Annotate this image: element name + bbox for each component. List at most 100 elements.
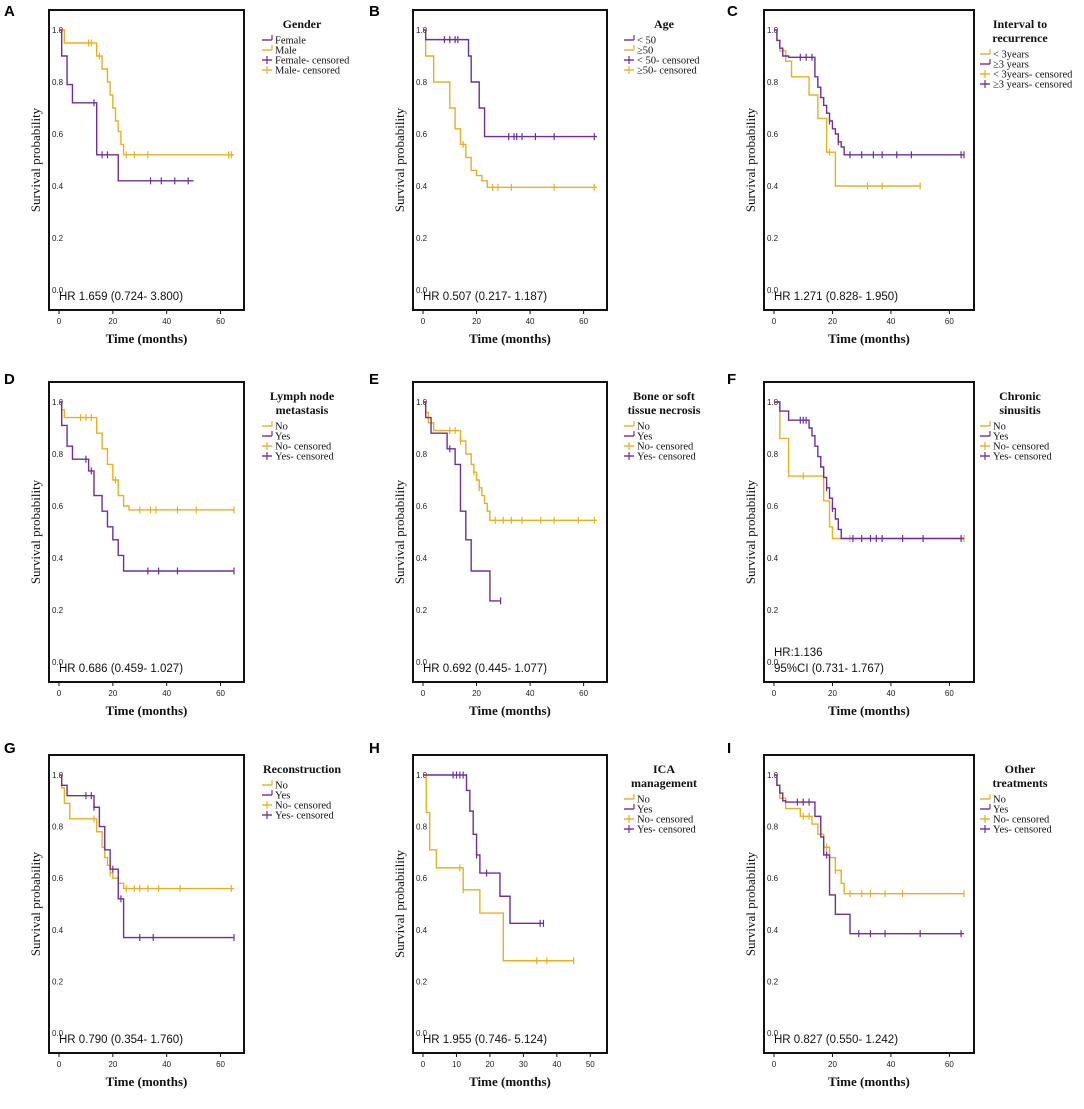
plot-frame: [412, 9, 608, 311]
y-tick-label: 0.8: [416, 78, 428, 87]
y-tick-label: 0.0: [416, 286, 428, 295]
legend-label: Yes: [993, 432, 1008, 443]
y-tick-label: 1.0: [52, 398, 64, 407]
y-tick-label: 0.2: [52, 606, 64, 615]
panel-h: H 0.0 0.2 0.4 0.6 0.8 1.0 0 10 20 30 40 50 Time (mont…: [369, 740, 697, 1089]
y-tick-label: 0.2: [52, 977, 64, 986]
hazard-ratio-text: HR 1.955 (0.746- 5.124): [423, 1034, 547, 1046]
legend-label: Female: [275, 36, 306, 47]
plot-frame: [412, 381, 608, 683]
x-tick-label: 0: [772, 1060, 777, 1069]
y-tick-label: 0.4: [416, 926, 428, 935]
y-tick-label: 0.0: [416, 658, 428, 667]
legend-label: No: [275, 781, 288, 792]
legend-label: < 3years- censored: [993, 70, 1073, 81]
y-axis-label: Survival probability: [392, 479, 407, 584]
x-tick-label: 20: [108, 1060, 117, 1069]
hazard-ratio-text: HR 0.507 (0.217- 1.187): [423, 291, 547, 303]
legend-title: metastasis: [276, 403, 329, 417]
y-tick-label: 0.0: [767, 286, 779, 295]
survival-curve-no: [774, 774, 964, 895]
x-tick-label: 40: [886, 689, 895, 698]
legend-title: Interval to: [993, 17, 1047, 31]
panel-letter: A: [4, 3, 15, 20]
survival-curve-no: [423, 401, 597, 521]
x-tick-label: 60: [945, 689, 954, 698]
y-tick-label: 0.2: [416, 606, 428, 615]
y-tick-label: 1.0: [416, 771, 428, 780]
x-axis-label: Time (months): [106, 1074, 188, 1089]
y-axis-label: Survival probability: [743, 479, 758, 584]
x-tick-label: 0: [421, 689, 426, 698]
y-tick-label: 0.2: [416, 234, 428, 243]
x-tick-label: 40: [162, 1060, 171, 1069]
survival-curve-yes: [423, 774, 544, 925]
legend-label: Male: [275, 46, 297, 57]
x-tick-label: 60: [579, 689, 588, 698]
hazard-ratio-text: HR:1.136: [774, 647, 823, 659]
y-tick-label: 0.4: [416, 554, 428, 563]
legend-label: No- censored: [993, 442, 1050, 453]
y-tick-label: 0.4: [52, 926, 64, 935]
x-axis-label: Time (months): [469, 331, 551, 346]
x-axis-label: Time (months): [828, 703, 910, 718]
y-tick-label: 0.6: [767, 874, 779, 883]
legend-title: recurrence: [992, 31, 1048, 45]
y-tick-label: 1.0: [767, 771, 779, 780]
x-tick-label: 40: [526, 317, 535, 326]
hazard-ratio-text: HR 0.827 (0.550- 1.242): [774, 1034, 898, 1046]
y-tick-label: 0.8: [52, 823, 64, 832]
survival-curve-50: [423, 29, 597, 138]
hazard-ratio-text: HR 1.271 (0.828- 1.950): [774, 291, 898, 303]
y-tick-label: 0.6: [52, 874, 64, 883]
panel-d: D 0.0 0.2 0.4 0.6 0.8 1.0 0 20 40 60 Time (months) S…: [4, 371, 335, 718]
plot-frame: [412, 754, 608, 1054]
panel-letter: B: [369, 3, 380, 20]
y-tick-label: 0.8: [767, 823, 779, 832]
y-axis-label: Survival probability: [743, 851, 758, 956]
survival-curve-female: [59, 29, 194, 182]
hazard-ratio-text: HR 0.790 (0.354- 1.760): [59, 1034, 183, 1046]
x-tick-label: 20: [828, 1060, 837, 1069]
x-tick-label: 40: [526, 689, 535, 698]
panel-letter: H: [369, 740, 380, 757]
legend-label: Yes- censored: [275, 811, 334, 822]
legend-title: sinusitis: [999, 403, 1041, 417]
legend-label: No- censored: [275, 442, 332, 453]
survival-curve-male: [59, 29, 234, 156]
x-tick-label: 40: [886, 317, 895, 326]
legend-label: No: [637, 422, 650, 433]
plot-frame: [48, 754, 245, 1054]
legend-title: Lymph node: [270, 389, 335, 403]
legend-label: < 50: [637, 36, 656, 47]
legend-label: Yes- censored: [275, 452, 334, 463]
legend-label: Yes: [275, 432, 290, 443]
y-tick-label: 0.4: [52, 554, 64, 563]
legend-label: No: [275, 422, 288, 433]
y-tick-label: 1.0: [767, 26, 779, 35]
y-tick-label: 0.8: [767, 78, 779, 87]
legend-label: Yes: [637, 805, 652, 816]
legend-title: Bone or soft: [633, 389, 695, 403]
y-tick-label: 0.2: [767, 234, 779, 243]
y-tick-label: 0.8: [767, 450, 779, 459]
x-tick-label: 0: [421, 317, 426, 326]
panel-letter: D: [4, 371, 15, 388]
y-tick-label: 0.0: [767, 658, 779, 667]
y-axis-label: Survival probability: [28, 107, 43, 212]
legend-label: No: [993, 422, 1006, 433]
x-tick-label: 20: [108, 317, 117, 326]
panel-e: E 0.0 0.2 0.4 0.6 0.8 1.0 0 20 40 60 Time (months) S…: [369, 371, 701, 718]
panel-letter: E: [369, 371, 379, 388]
y-tick-label: 1.0: [767, 398, 779, 407]
panel-letter: G: [4, 740, 16, 757]
x-tick-label: 20: [472, 317, 481, 326]
legend-label: ≥3 years- censored: [993, 80, 1073, 91]
y-tick-label: 0.4: [767, 182, 779, 191]
x-tick-label: 0: [57, 689, 62, 698]
y-axis-label: Survival probability: [392, 107, 407, 212]
legend-label: Yes: [275, 791, 290, 802]
legend-label: No- censored: [637, 815, 694, 826]
plot-frame: [48, 9, 245, 311]
